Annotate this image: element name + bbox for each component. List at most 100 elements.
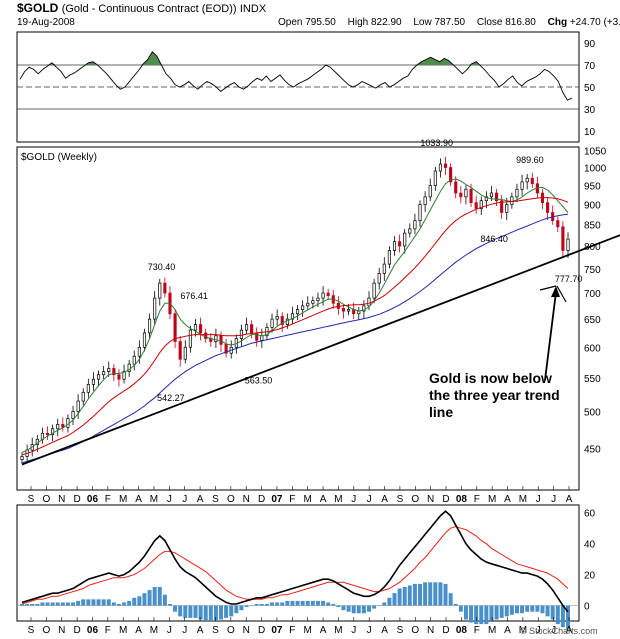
macd-histogram-bar [463, 605, 468, 620]
price-candle-body [520, 181, 524, 190]
price-x-tick-label: M [304, 494, 312, 505]
macd-histogram-bar [183, 605, 188, 618]
macd-x-tick-label: S [212, 625, 219, 636]
macd-x-tick-label: M [304, 625, 312, 636]
macd-histogram-bar [254, 603, 259, 606]
rsi-tick-label: 50 [584, 83, 596, 94]
macd-tick-label: 40 [584, 540, 596, 551]
price-candle-body [301, 305, 305, 310]
price-tick-label: 950 [584, 182, 601, 193]
macd-histogram-bar [275, 602, 280, 606]
macd-histogram-bar [499, 605, 504, 618]
macd-histogram-bar [234, 605, 239, 614]
price-candle-body [433, 170, 437, 186]
price-x-tick-label: F [105, 494, 111, 505]
price-x-tick-label: J [367, 494, 372, 505]
price-candle-body [546, 202, 550, 213]
price-x-tick-label: N [58, 494, 65, 505]
macd-histogram-bar [35, 603, 40, 606]
macd-histogram-bar [520, 605, 525, 614]
price-candle-body [275, 316, 279, 320]
price-candle-body [413, 220, 417, 230]
macd-histogram-bar [438, 582, 443, 606]
macd-histogram-bar [106, 599, 111, 606]
macd-histogram-bar [428, 582, 433, 606]
low-label: Low [413, 17, 432, 28]
price-candle-body [290, 313, 294, 320]
macd-histogram-bar [469, 605, 474, 623]
rsi-tick-label: 90 [584, 39, 596, 50]
price-candle-body [438, 163, 442, 172]
macd-histogram-bar [71, 602, 76, 606]
macd-x-tick-label: J [351, 625, 356, 636]
rsi-tick-label: 10 [584, 127, 596, 138]
macd-histogram-bar [264, 603, 269, 606]
macd-histogram-bar [20, 603, 24, 606]
price-candle-body [566, 238, 570, 251]
macd-histogram-bar [382, 602, 387, 606]
price-x-tick-label: 07 [271, 494, 283, 505]
price-x-tick-label: O [227, 494, 235, 505]
macd-histogram-bar [392, 593, 397, 606]
macd-histogram-bar [178, 605, 183, 617]
price-candle-body [255, 332, 259, 341]
price-candle-body [112, 368, 116, 376]
price-candle-body [61, 424, 65, 428]
macd-histogram-bar [203, 605, 208, 621]
macd-x-tick-label: J [551, 625, 556, 636]
macd-x-tick-label: M [519, 625, 527, 636]
price-candle-body [214, 335, 218, 342]
macd-histogram-bar [290, 600, 295, 606]
macd-macd-line [21, 510, 569, 613]
macd-histogram-bar [356, 605, 361, 614]
price-panel-title: $GOLD (Weekly) [21, 152, 97, 163]
price-candle-body [148, 318, 152, 334]
price-candle-body [296, 309, 300, 315]
price-candle-body [158, 282, 162, 299]
price-candle-body [469, 188, 473, 203]
price-panel [16, 146, 580, 491]
price-x-tick-label: 08 [456, 494, 468, 505]
rsi-tick-label: 70 [584, 61, 596, 72]
macd-histogram-bar [448, 593, 453, 606]
price-annotation-label: 563.50 [245, 375, 273, 385]
macd-histogram-bar [555, 605, 560, 625]
price-candle-body [530, 177, 534, 185]
macd-histogram-bar [65, 602, 70, 606]
macd-histogram-bar [91, 599, 96, 606]
macd-x-tick-label: A [320, 625, 327, 636]
macd-histogram-bar [50, 602, 55, 606]
price-candle-body [280, 316, 284, 325]
price-annotation-label: 1033.90 [420, 138, 453, 148]
macd-tick-label: 0 [584, 602, 590, 613]
price-x-tick-label: D [442, 494, 449, 505]
macd-histogram-bar [514, 605, 519, 614]
price-tick-label: 850 [584, 221, 601, 232]
macd-histogram-bar [55, 602, 60, 606]
price-candle-body [474, 202, 478, 209]
price-x-tick-label: M [334, 494, 342, 505]
macd-histogram-bar [86, 599, 91, 606]
price-x-tick-label: O [42, 494, 50, 505]
macd-histogram-bar [326, 602, 331, 606]
price-candle-body [51, 428, 55, 436]
rsi-overbought-fill [20, 51, 572, 65]
macd-histogram-bar [397, 588, 402, 606]
macd-histogram-bar [285, 600, 290, 606]
price-candle-body [403, 232, 407, 247]
macd-histogram-bar [489, 605, 494, 621]
price-candle-body [45, 432, 50, 436]
price-candle-body [173, 313, 177, 342]
trend-line [21, 234, 620, 466]
price-annotation-label: 846.40 [480, 234, 508, 244]
price-x-tick-label: A [504, 494, 511, 505]
macd-histogram-bar [372, 605, 377, 609]
macd-histogram-bar [387, 597, 392, 606]
price-candle-body [449, 167, 453, 183]
macd-histogram-bar [504, 605, 509, 617]
price-tick-label: 500 [584, 407, 601, 418]
price-x-tick-label: J [182, 494, 187, 505]
price-x-tick-label: D [73, 494, 80, 505]
callout-arrow-tick [539, 285, 557, 291]
macd-x-tick-label: A [197, 625, 204, 636]
